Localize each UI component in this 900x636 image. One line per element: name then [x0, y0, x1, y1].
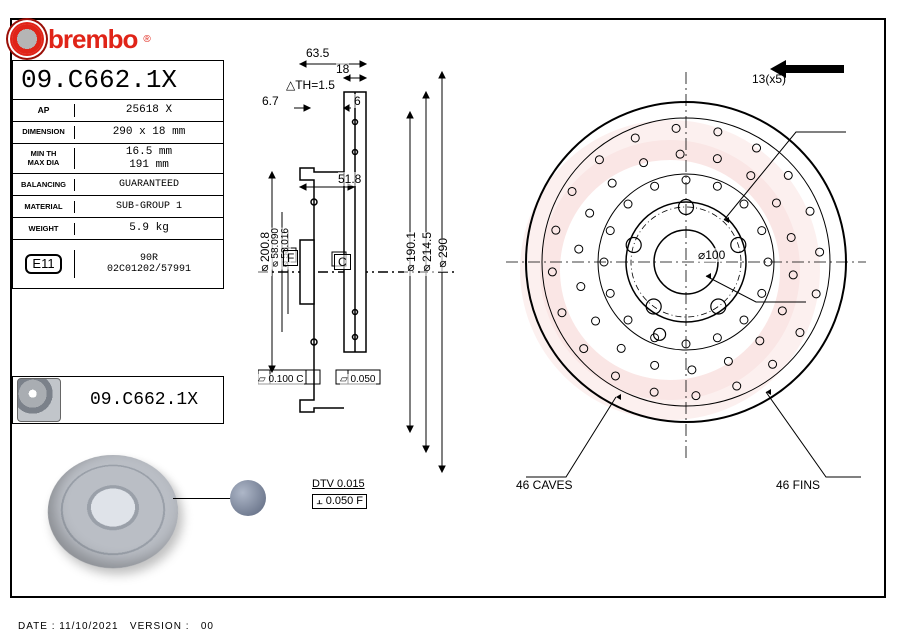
spec-row-dimension: DIMENSION 290 x 18 mm — [13, 122, 223, 144]
gdt-flat-0100: ▱ 0.100 C — [258, 374, 304, 385]
callout-line — [173, 498, 233, 499]
spec-value: 16.5 mm 191 mm — [75, 144, 223, 173]
spec-row-balancing: BALANCING GUARANTEED — [13, 174, 223, 196]
spec-table: 09.C662.1X AP 25618 X DIMENSION 290 x 18… — [12, 60, 224, 289]
spec-value: 90R 02C01202/57991 — [75, 251, 223, 278]
footer-date-version: DATE : 11/10/2021 VERSION : 00 — [18, 621, 214, 632]
dim-6: 6 — [354, 94, 361, 108]
spec-row-ap: AP 25618 X — [13, 100, 223, 122]
brembo-logo: brembo ® — [12, 20, 151, 58]
spec-label: MATERIAL — [13, 201, 75, 213]
spec-label: BALANCING — [13, 179, 75, 191]
spec-value: SUB-GROUP 1 — [75, 199, 223, 215]
gdt-runout: ⫠ 0.050 F — [312, 494, 367, 509]
spec-value: 25618 X — [75, 102, 223, 119]
kit-part-number: 09.C662.1X — [65, 390, 223, 410]
dim-51-8: 51.8 — [338, 172, 361, 186]
brembo-disc-icon — [12, 24, 42, 54]
spec-row-minth-maxdia: MIN TH MAX DIA 16.5 mm 191 mm — [13, 144, 223, 174]
dim-bore-100: ⌀100 — [698, 248, 725, 262]
front-view — [506, 62, 866, 492]
dim-dtv: DTV 0.015 — [312, 478, 365, 490]
spec-label: WEIGHT — [13, 223, 75, 235]
kit-row: 09.C662.1X — [12, 376, 224, 424]
rotor-3d-render — [18, 430, 218, 590]
spec-row-material: MATERIAL SUB-GROUP 1 — [13, 196, 223, 218]
datum-c: C — [334, 254, 351, 270]
label-fins: 46 FINS — [776, 478, 820, 492]
rotor-disc-render — [42, 455, 183, 568]
dim-290: ⌀290 — [436, 238, 450, 272]
spec-value: 290 x 18 mm — [75, 124, 223, 141]
spec-label: MIN TH MAX DIA — [13, 148, 75, 169]
dim-190-1: ⌀190.1 — [404, 232, 418, 276]
rotor-kit-icon — [17, 378, 61, 422]
label-caves: 46 CAVES — [516, 478, 572, 492]
brand-name: brembo — [48, 24, 137, 55]
spec-label: AP — [13, 104, 75, 117]
rotation-arrow-icon — [768, 54, 848, 84]
spec-value: 5.9 kg — [75, 220, 223, 237]
part-number: 09.C662.1X — [13, 61, 223, 100]
dim-6-7: 6.7 — [262, 94, 279, 108]
spec-label: E11 — [13, 250, 75, 278]
dim-63-5: 63.5 — [306, 46, 329, 60]
datum-f: F — [283, 250, 298, 266]
registered-mark: ® — [143, 34, 150, 45]
spec-value: GUARANTEED — [75, 177, 223, 193]
dim-214-5: ⌀214.5 — [420, 232, 434, 276]
spec-row-weight: WEIGHT 5.9 kg — [13, 218, 223, 240]
gdt-flat-0050: ▱ 0.050 — [340, 374, 376, 385]
technical-drawing: 63.5 18 △TH=1.5 6.7 6 51.8 ⌀200.8 ⌀58.09… — [228, 22, 886, 596]
spec-label: DIMENSION — [13, 126, 75, 138]
dim-th-tol: △TH=1.5 — [286, 78, 335, 92]
dim-18: 18 — [336, 62, 349, 76]
e11-badge: E11 — [25, 254, 61, 274]
spec-row-emark: E11 90R 02C01202/57991 — [13, 240, 223, 288]
